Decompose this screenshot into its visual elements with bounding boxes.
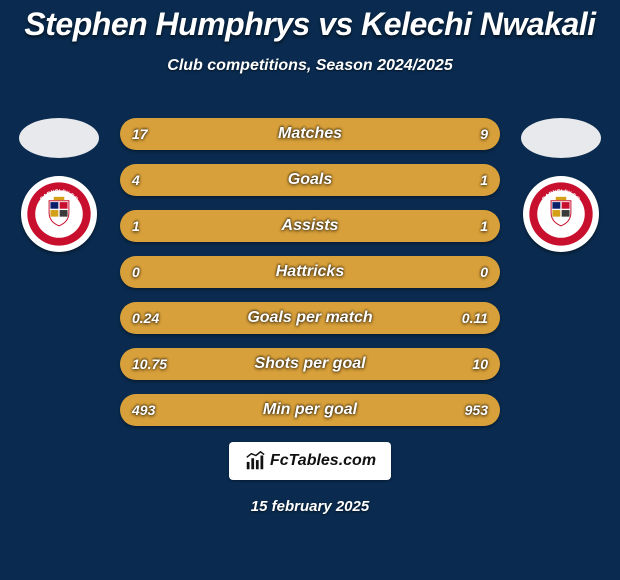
stat-label: Goals per match	[120, 302, 500, 334]
stat-label: Assists	[120, 210, 500, 242]
page-title: Stephen Humphrys vs Kelechi Nwakali	[0, 6, 620, 43]
chart-icon	[244, 450, 266, 472]
site-logo: FcTables.com	[229, 442, 391, 480]
date-label: 15 february 2025	[0, 498, 620, 515]
player-left-column: BARNSLEY F.C 1887	[14, 118, 104, 252]
site-logo-text: FcTables.com	[270, 452, 376, 470]
player-right-crest: BARNSLEY F.C 1887	[523, 176, 599, 252]
player-left-crest: BARNSLEY F.C 1887	[21, 176, 97, 252]
stat-label: Hattricks	[120, 256, 500, 288]
stat-row: 493953Min per goal	[120, 394, 500, 426]
stat-label: Goals	[120, 164, 500, 196]
stat-label: Matches	[120, 118, 500, 150]
stat-label: Shots per goal	[120, 348, 500, 380]
stats-container: 179Matches 41Goals 11Assists 00Hattricks 0.2…	[120, 118, 500, 426]
subtitle: Club competitions, Season 2024/2025	[0, 57, 620, 75]
stat-row: 00Hattricks	[120, 256, 500, 288]
player-right-photo	[521, 118, 601, 158]
stat-label: Min per goal	[120, 394, 500, 426]
player-right-column: BARNSLEY F.C 1887	[516, 118, 606, 252]
stat-row: 10.7510Shots per goal	[120, 348, 500, 380]
stat-row: 41Goals	[120, 164, 500, 196]
stat-row: 0.240.11Goals per match	[120, 302, 500, 334]
player-left-photo	[19, 118, 99, 158]
stat-row: 179Matches	[120, 118, 500, 150]
stat-row: 11Assists	[120, 210, 500, 242]
